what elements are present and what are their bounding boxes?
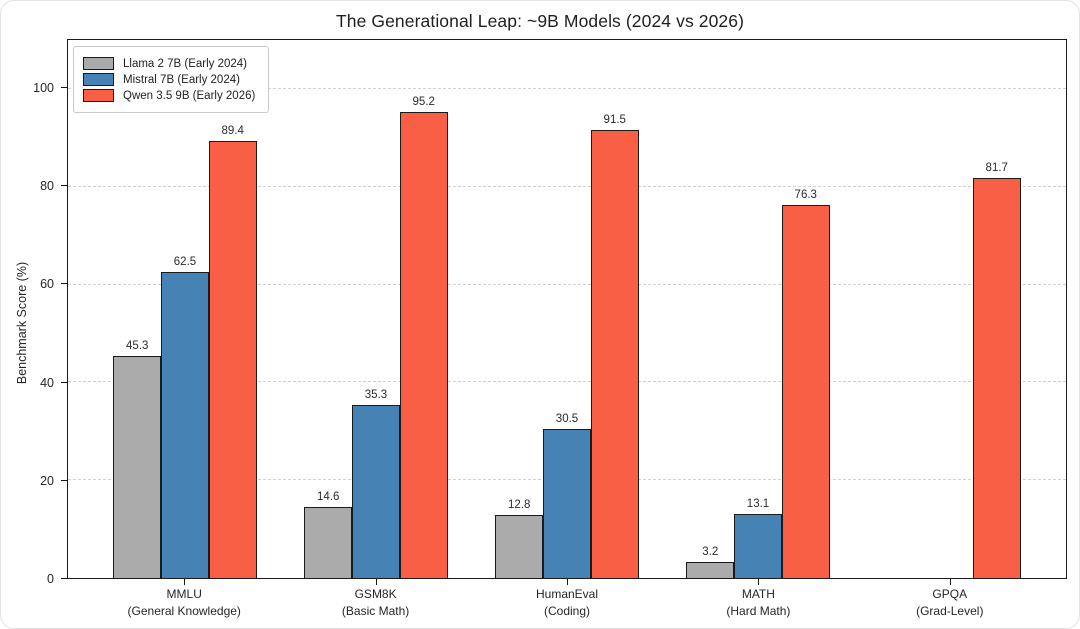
plot-area: 45.3 62.5 89.4 14.6 35.3 95.2 12.8 30.5 91.5 3.2 1… — [67, 39, 1067, 579]
y-tick-label: 0 — [47, 572, 54, 586]
gridline-y100 — [68, 87, 1066, 89]
category-subtitle: (Hard Math) — [726, 604, 791, 619]
category-name: GPQA — [932, 587, 968, 601]
bar-value-label: 89.4 — [221, 124, 244, 137]
legend-swatch — [83, 57, 114, 70]
bar-gsm8k-series0 — [304, 506, 353, 578]
bar-value-label: 35.3 — [364, 389, 388, 402]
bar-value-label: 95.2 — [412, 96, 435, 109]
legend-label: Llama 2 7B (Early 2024) — [123, 57, 248, 70]
y-tick-mark — [61, 283, 67, 285]
x-tick-mark — [758, 579, 760, 585]
category-subtitle: (Coding) — [543, 604, 591, 619]
y-tick-label: 60 — [40, 277, 54, 292]
x-tick-mark — [567, 579, 568, 585]
bar-value-label: 76.3 — [794, 188, 817, 201]
category-subtitle: (Basic Math) — [341, 604, 410, 619]
x-tick-mark — [184, 579, 186, 585]
bar-humaneval-series1 — [543, 428, 591, 578]
bar-value-label: 13.1 — [746, 497, 770, 510]
bar-value-label: 3.2 — [702, 546, 719, 559]
category-name: MMLU — [166, 587, 202, 601]
bar-math-series2 — [781, 204, 830, 578]
y-tick-mark — [61, 87, 67, 89]
bar-math-series0 — [686, 562, 735, 578]
y-axis: 0 20 40 60 80 100 — [1, 39, 67, 586]
gridline-y60 — [68, 283, 1066, 285]
legend-label: Qwen 3.5 9B (Early 2026) — [123, 89, 256, 102]
x-tick-mark — [949, 579, 951, 585]
bar-value-label: 91.5 — [603, 114, 626, 127]
gridline-y80 — [68, 185, 1066, 187]
x-tick-label-gpqa: GPQA (Grad-Level) — [916, 586, 983, 621]
y-tick-label: 40 — [40, 375, 54, 390]
chart-title: The Generational Leap: ~9B Models (2024 … — [335, 11, 745, 31]
category-name: HumanEval — [535, 587, 599, 601]
bar-mmlu-series0 — [113, 356, 162, 578]
bar-math-series1 — [734, 513, 782, 578]
bar-gsm8k-series2 — [399, 112, 448, 578]
bar-value-label: 30.5 — [555, 412, 579, 425]
bar-mmlu-series2 — [208, 140, 257, 578]
y-tick-mark — [61, 578, 67, 579]
legend-item-0: Llama 2 7B (Early 2024) — [83, 57, 255, 70]
legend-swatch — [83, 89, 114, 102]
category-subtitle: (Grad-Level) — [916, 604, 984, 619]
category-name: GSM8K — [354, 587, 397, 601]
y-tick-mark — [61, 185, 67, 187]
x-axis: MMLU (General Knowledge) GSM8K (Basic Math)… — [67, 579, 1067, 628]
bar-value-label: 62.5 — [173, 256, 197, 269]
legend: Llama 2 7B (Early 2024) Mistral 7B (Early… — [73, 46, 270, 113]
y-tick-label: 80 — [40, 179, 54, 194]
y-tick-label: 100 — [33, 81, 54, 96]
bar-humaneval-series0 — [495, 515, 544, 578]
legend-swatch — [83, 73, 114, 86]
x-tick-label-gsm8k: GSM8K (Basic Math) — [342, 586, 409, 621]
bar-value-label: 45.3 — [126, 340, 149, 353]
x-tick-label-mmlu: MMLU (General Knowledge) — [128, 586, 241, 621]
x-tick-label-math: MATH (Hard Math) — [726, 586, 790, 621]
gridline-y40 — [68, 381, 1066, 383]
y-tick-label: 20 — [40, 473, 54, 488]
bar-value-label: 12.8 — [508, 499, 531, 512]
category-name: MATH — [741, 587, 775, 601]
x-tick-mark — [375, 579, 377, 585]
bar-gsm8k-series1 — [352, 405, 400, 578]
y-tick-mark — [61, 479, 67, 481]
bar-value-label: 81.7 — [985, 162, 1008, 175]
legend-item-1: Mistral 7B (Early 2024) — [83, 73, 255, 86]
category-subtitle: (General Knowledge) — [127, 604, 241, 619]
bar-mmlu-series1 — [161, 272, 209, 578]
x-tick-label-humaneval: HumanEval (Coding) — [536, 586, 598, 621]
legend-label: Mistral 7B (Early 2024) — [123, 73, 240, 86]
bar-humaneval-series2 — [590, 130, 639, 578]
bar-value-label: 14.6 — [317, 490, 340, 503]
y-tick-mark — [61, 381, 67, 383]
bar-gpqa-series2 — [972, 178, 1021, 578]
legend-item-2: Qwen 3.5 9B (Early 2026) — [83, 89, 255, 102]
